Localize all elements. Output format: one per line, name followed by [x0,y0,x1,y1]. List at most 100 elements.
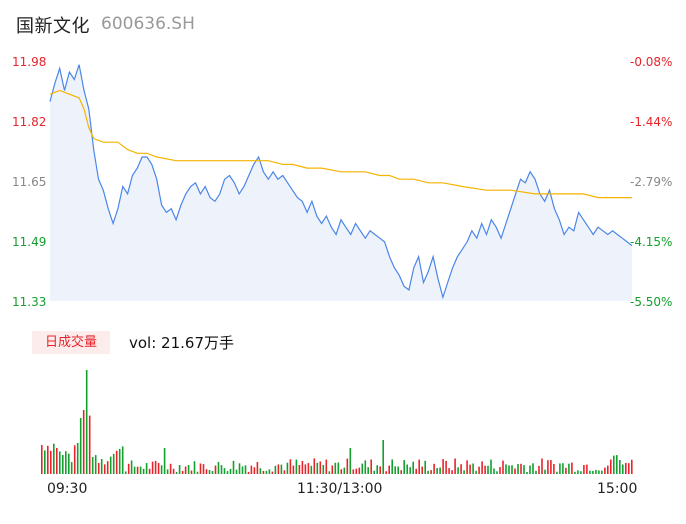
volume-bar [625,462,627,474]
stock-name: 国新文化 [16,16,90,37]
volume-bar [79,418,82,474]
volume-bar [421,466,423,474]
volume-bar [454,458,456,474]
volume-bar [628,463,630,474]
volume-bar [382,440,384,474]
volume-bar [106,461,109,474]
volume-bar [76,443,79,474]
volume-bar [190,470,193,474]
volume-bar [406,464,408,474]
volume-bar [385,471,387,474]
volume-bar [589,470,591,474]
volume-bar [235,469,238,474]
volume-bar [103,464,106,474]
volume-bar [268,469,271,474]
volume-bar [193,461,196,474]
volume-bar [229,468,232,474]
volume-bar [250,465,253,474]
volume-bar [178,465,181,474]
volume-bar [433,463,435,474]
volume-bar [283,470,286,474]
volume-bar [427,470,429,474]
volume-bar [53,443,55,474]
volume-bar [91,457,94,474]
volume-bar [238,463,241,474]
volume-bar [478,466,480,474]
volume-bar [580,471,582,474]
volume-bar [541,458,543,474]
volume-bar [289,459,292,474]
volume-bar [62,455,64,474]
volume-bar [442,459,444,474]
volume-bar [337,462,340,474]
volume-bar [535,470,537,474]
volume-bar [349,448,352,474]
volume-bar [346,458,349,474]
volume-bar [244,465,247,474]
volume-bar [379,466,381,474]
volume-bar [286,462,289,474]
volume-bar [316,462,319,474]
volume-bar [59,451,61,474]
pct-tick-label: -1.44% [630,115,673,129]
volume-bar [331,465,334,474]
volume-bar [301,461,304,474]
volume-bar [355,468,358,474]
volume-bar [517,464,519,474]
volume-bar [298,465,301,474]
volume-bar [526,472,528,474]
volume-bar [364,460,367,474]
volume-bar [97,462,100,474]
volume-bar [358,467,361,474]
volume-bar [328,471,331,474]
volume-bar [592,470,594,474]
volume-bar [613,455,615,474]
volume-bar [304,464,307,474]
volume-bar [136,466,139,474]
volume-bar [292,465,295,474]
price-line [49,64,633,300]
volume-bar [223,468,226,474]
stock-code: 600636.SH [101,14,195,34]
volume-bar [484,465,486,474]
volume-bar [115,450,118,474]
volume-bar [82,410,85,474]
volume-bar [538,465,540,474]
volume-bar [394,466,396,474]
time-tick-label: 11:30/13:00 [297,481,383,497]
volume-bar [586,464,588,474]
volume-bar [295,459,298,474]
volume-bar [343,467,346,474]
volume-bar [475,470,477,474]
volume-bar [568,463,570,474]
volume-bar [511,465,513,474]
volume-bar [616,455,618,474]
volume-bar [466,460,468,474]
volume-bar [457,467,459,474]
volume-bar [559,463,561,474]
volume-bar [619,460,621,474]
volume-bar [199,463,202,474]
volume-bar [514,468,516,474]
volume-badge[interactable]: 日成交量 [32,331,110,354]
volume-bar [631,459,633,474]
price-area-fill [50,64,632,301]
volume-bar [409,467,411,474]
volume-bar [544,469,546,474]
pct-tick-label: -5.50% [630,295,673,309]
volume-bar [520,463,522,474]
volume-bar [172,468,175,474]
volume-bar [550,460,552,474]
volume-bar [415,468,417,474]
volume-bar [175,471,178,474]
volume-bar [241,466,244,474]
volume-bar [310,465,313,474]
volume-bar [352,469,355,474]
volume-bar [259,468,262,474]
volume-bar [124,471,127,474]
volume-bar [247,471,250,474]
volume-bar [65,451,67,474]
volume-bar [361,463,364,474]
volume-bar [391,459,393,474]
